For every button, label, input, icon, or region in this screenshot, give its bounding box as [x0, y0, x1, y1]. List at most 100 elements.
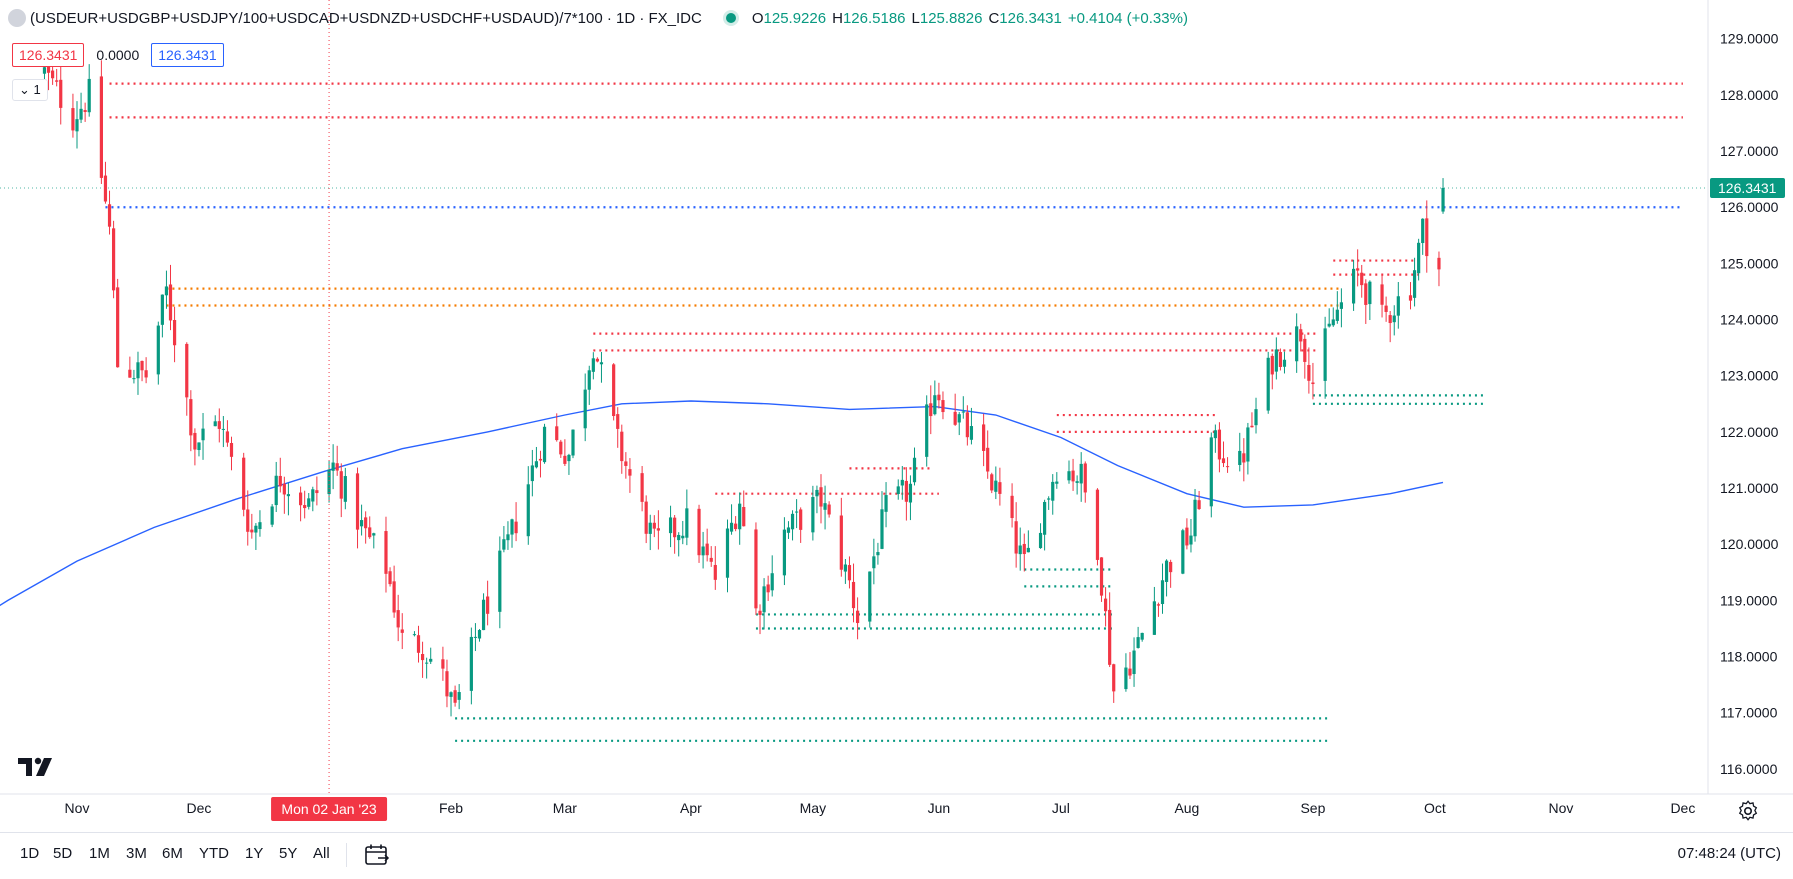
candle-body: [1250, 425, 1254, 428]
symbol-title[interactable]: (USDEUR+USDGBP+USDJPY/100+USDCAD+USDNZD+…: [30, 9, 702, 27]
range-ytd-button[interactable]: YTD: [199, 845, 229, 862]
bullish-candle: [790, 510, 795, 541]
range-6m-button[interactable]: 6M: [162, 845, 183, 862]
candle-body: [128, 369, 132, 378]
bullish-candle: [1047, 496, 1051, 510]
candle-body: [1047, 498, 1051, 500]
bullish-candle: [1368, 280, 1372, 321]
candle-body: [526, 484, 530, 537]
bearish-candle: [941, 391, 945, 420]
bearish-candle: [445, 659, 449, 708]
candle-body: [132, 378, 136, 380]
range-3m-button[interactable]: 3M: [126, 845, 147, 862]
time-tick-label: Mar: [553, 800, 577, 816]
settings-gear-icon[interactable]: [1737, 800, 1759, 822]
sell-button[interactable]: 126.3431: [12, 43, 85, 67]
candle-body: [1164, 560, 1169, 582]
candle-body: [668, 517, 673, 534]
bullish-candle: [87, 64, 91, 117]
candle-body: [339, 471, 343, 499]
bearish-candle: [368, 516, 372, 539]
horizontal-levels[interactable]: [0, 82, 1708, 742]
candle-body: [1181, 530, 1185, 574]
bullish-candle: [994, 466, 998, 500]
bullish-candle: [449, 691, 453, 717]
bearish-candle: [1278, 348, 1283, 371]
price-chart[interactable]: Mon 02 Jan '23 116.0000117.0000118.00001…: [0, 0, 1793, 832]
tradingview-logo-icon[interactable]: [18, 756, 56, 778]
candle-body: [1392, 315, 1396, 323]
bearish-candle: [420, 641, 425, 678]
open-value: 125.9226: [763, 9, 827, 27]
bullish-candle: [510, 518, 514, 548]
candle-body: [372, 533, 376, 536]
buy-button[interactable]: 126.3431: [151, 43, 224, 67]
candle-body: [953, 411, 957, 425]
candle-body: [729, 522, 734, 532]
price-tick-label: 121.0000: [1720, 480, 1779, 496]
time-tick-label: Sep: [1300, 800, 1325, 816]
candle-body: [1075, 481, 1079, 483]
bearish-candle: [1095, 488, 1100, 566]
candle-body: [116, 287, 120, 368]
candle-body: [1441, 187, 1445, 212]
candle-body: [46, 66, 51, 73]
bullish-candle: [197, 442, 201, 457]
range-1y-button[interactable]: 1Y: [245, 845, 264, 862]
bearish-candle: [83, 102, 87, 122]
bullish-candle: [933, 380, 937, 416]
bullish-candle: [786, 521, 791, 539]
price-tick-label: 128.0000: [1720, 87, 1779, 103]
candle-body: [384, 531, 388, 574]
candlesticks: [42, 54, 1445, 717]
bullish-candle: [481, 593, 486, 631]
bullish-candle: [782, 517, 787, 586]
indicator-toggle[interactable]: ⌄ 1: [12, 79, 48, 101]
candle-body: [1136, 637, 1140, 648]
candle-body: [847, 565, 852, 581]
range-1m-button[interactable]: 1M: [89, 845, 110, 862]
bearish-candle: [1299, 323, 1303, 352]
bullish-candle: [372, 532, 376, 549]
candle-body: [624, 461, 628, 466]
candle-body: [498, 550, 502, 612]
candle-body: [229, 442, 234, 457]
bullish-candle: [1140, 632, 1144, 642]
candle-body: [156, 325, 160, 375]
candle-body: [286, 494, 291, 497]
bullish-candle: [469, 627, 473, 705]
bullish-candle: [900, 465, 904, 500]
price-tick-label: 118.0000: [1720, 649, 1778, 665]
bearish-candle: [559, 439, 563, 458]
bearish-candle: [563, 439, 567, 466]
candle-body: [502, 539, 506, 550]
bullish-candle: [160, 294, 164, 338]
range-5y-button[interactable]: 5Y: [279, 845, 298, 862]
bearish-candle: [99, 60, 103, 184]
candle-body: [99, 76, 103, 178]
price-tick-label: 120.0000: [1720, 536, 1779, 552]
candle-body: [697, 508, 701, 556]
range-5d-button[interactable]: 5D: [53, 845, 73, 862]
bearish-candle: [847, 556, 852, 589]
bearish-candle: [384, 516, 388, 593]
candle-body: [782, 529, 787, 576]
bearish-candle: [1071, 458, 1075, 491]
price-tick-label: 125.0000: [1720, 255, 1779, 271]
candle-body: [55, 80, 59, 82]
range-1d-button[interactable]: 1D: [20, 845, 40, 862]
bearish-candle: [1380, 273, 1384, 318]
go-to-date-icon[interactable]: [364, 843, 390, 867]
candle-body: [1282, 359, 1287, 367]
bullish-candle: [327, 461, 331, 503]
last-price-badge: [1710, 177, 1785, 198]
range-all-button[interactable]: All: [313, 845, 330, 862]
bearish-candle: [819, 474, 823, 524]
bullish-candle: [1254, 397, 1258, 434]
candle-body: [738, 503, 742, 530]
candle-body: [274, 475, 278, 506]
candle-body: [315, 490, 319, 494]
candle-body: [1128, 668, 1132, 676]
clock-timezone[interactable]: 07:48:24 (UTC): [1677, 845, 1781, 862]
candle-body: [1071, 470, 1075, 482]
